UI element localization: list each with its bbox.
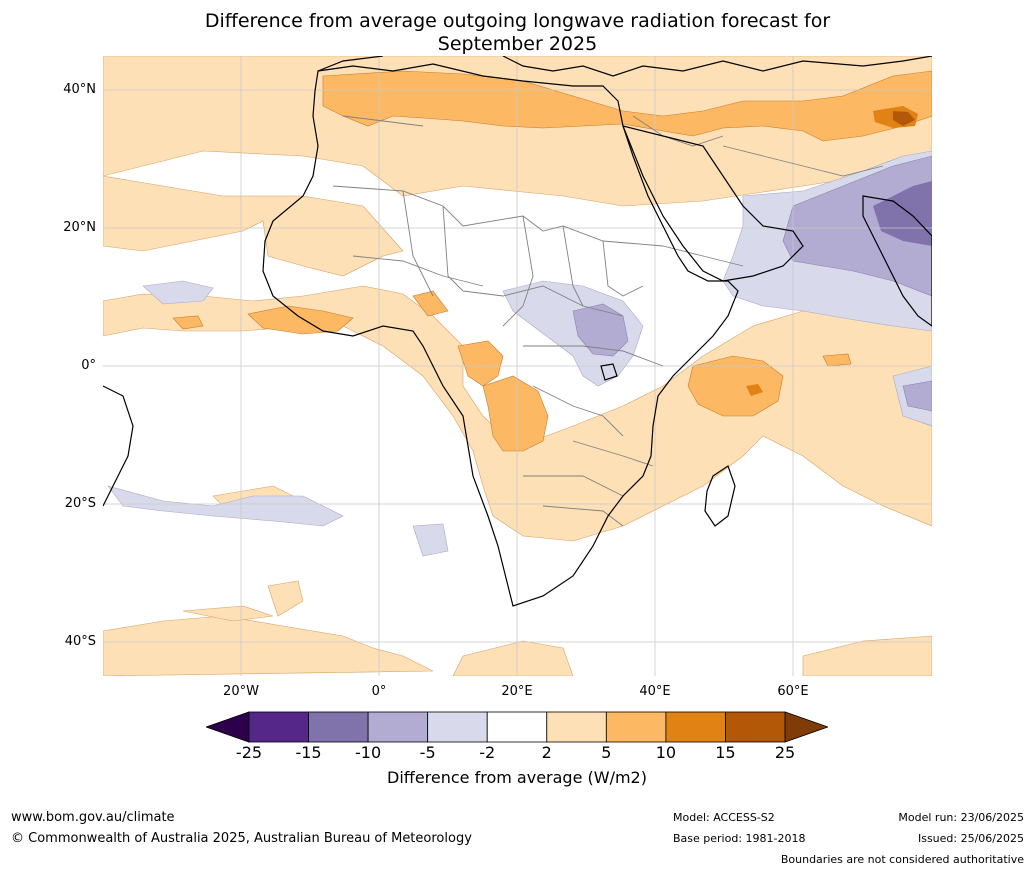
lon-label-60e: 60°E (777, 684, 809, 699)
colorbar-tick-label: -2 (479, 743, 496, 762)
lon-label-0: 0° (371, 684, 387, 699)
positive-anomaly-5-10 (172, 70, 932, 452)
coastlines (103, 56, 932, 607)
title-line-1: Difference from average outgoing longwav… (204, 10, 831, 32)
colorbar (206, 711, 828, 743)
graticule (103, 56, 932, 676)
colorbar-box (546, 711, 607, 743)
colorbar-tick-label: 5 (601, 743, 612, 762)
footer-base-period: Base period: 1981-2018 (673, 832, 806, 845)
negative-anomaly-5-10 (572, 155, 932, 412)
footer-model: Model: ACCESS-S2 (673, 811, 775, 824)
colorbar-under-arrow (206, 711, 250, 743)
lat-label-equator: 0° (81, 358, 96, 373)
olr-anomaly-map (103, 56, 932, 676)
country-borders (332, 115, 884, 527)
colorbar-tick-label: -15 (295, 743, 322, 762)
colorbar-box (308, 711, 369, 743)
lon-label-40e: 40°E (639, 684, 671, 699)
colorbar-tick-label: -25 (235, 743, 263, 762)
europe-coast (317, 56, 932, 77)
negative-anomaly-10-15 (873, 181, 932, 246)
lat-label-40n: 40°N (63, 82, 96, 97)
lat-label-20n: 20°N (63, 220, 96, 235)
colorbar-tick-label: -10 (355, 743, 382, 762)
india-coast (862, 195, 932, 327)
footer-copyright: © Commonwealth of Australia 2025, Austra… (11, 831, 472, 846)
footer-model-run: Model run: 23/06/2025 (898, 811, 1024, 824)
colorbar-box (665, 711, 726, 743)
lon-label-20e: 20°E (501, 684, 533, 699)
colorbar-box (367, 711, 429, 743)
colorbar-tick-label: 2 (541, 743, 552, 762)
lat-label-20s: 20°S (64, 496, 96, 511)
lake-victoria (600, 363, 618, 381)
colorbar-box (486, 711, 548, 743)
positive-anomaly-2-5 (103, 56, 932, 676)
footer-issued: Issued: 25/06/2025 (917, 832, 1024, 845)
colorbar-tick-label: -5 (419, 743, 436, 762)
footer-website: www.bom.gov.au/climate (11, 810, 175, 825)
colorbar-tick-label: 10 (655, 743, 677, 762)
colorbar-label: Difference from average (W/m2) (387, 768, 647, 787)
colorbar-box (605, 711, 667, 743)
footer-disclaimer: Boundaries are not considered authoritat… (780, 853, 1024, 866)
lon-label-20w: 20°W (223, 684, 259, 699)
madagascar-coast (704, 465, 736, 527)
colorbar-tick-label: 15 (715, 743, 736, 762)
south-america-coast (103, 385, 134, 507)
map-title: Difference from average outgoing longwav… (103, 10, 932, 56)
arabia-coast (622, 125, 804, 282)
colorbar-tick-label: 25 (774, 743, 796, 762)
lat-label-40s: 40°S (64, 634, 96, 649)
positive-anomaly-10-25 (746, 106, 918, 396)
colorbar-boxes (248, 711, 786, 743)
map-panel (103, 56, 932, 676)
colorbar-over-arrow (784, 711, 828, 743)
colorbar-box (427, 711, 488, 743)
colorbar-box (248, 711, 309, 743)
title-line-2: September 2025 (437, 33, 598, 55)
colorbar-box (725, 711, 786, 743)
